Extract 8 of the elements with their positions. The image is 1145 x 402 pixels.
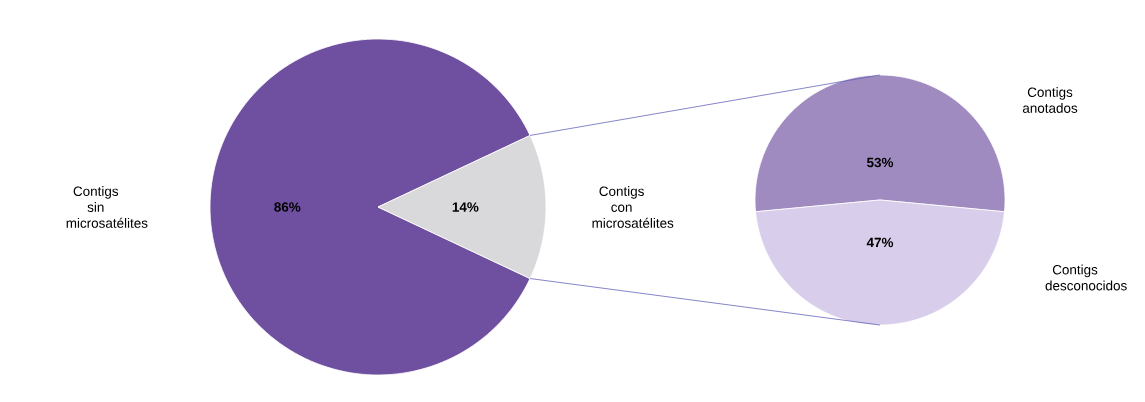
slice-label: Contigs desconocidos: [1045, 264, 1127, 291]
slice-label: Contigs anotados: [1022, 87, 1078, 113]
data-label: 47%: [866, 237, 894, 248]
slice-label: Contigs sin microsatélites: [66, 186, 148, 228]
slice-label: Contigs con microsatélites: [592, 186, 674, 228]
data-label: 14%: [452, 202, 479, 212]
data-label: 86%: [274, 202, 301, 212]
data-label: 53%: [866, 157, 894, 168]
